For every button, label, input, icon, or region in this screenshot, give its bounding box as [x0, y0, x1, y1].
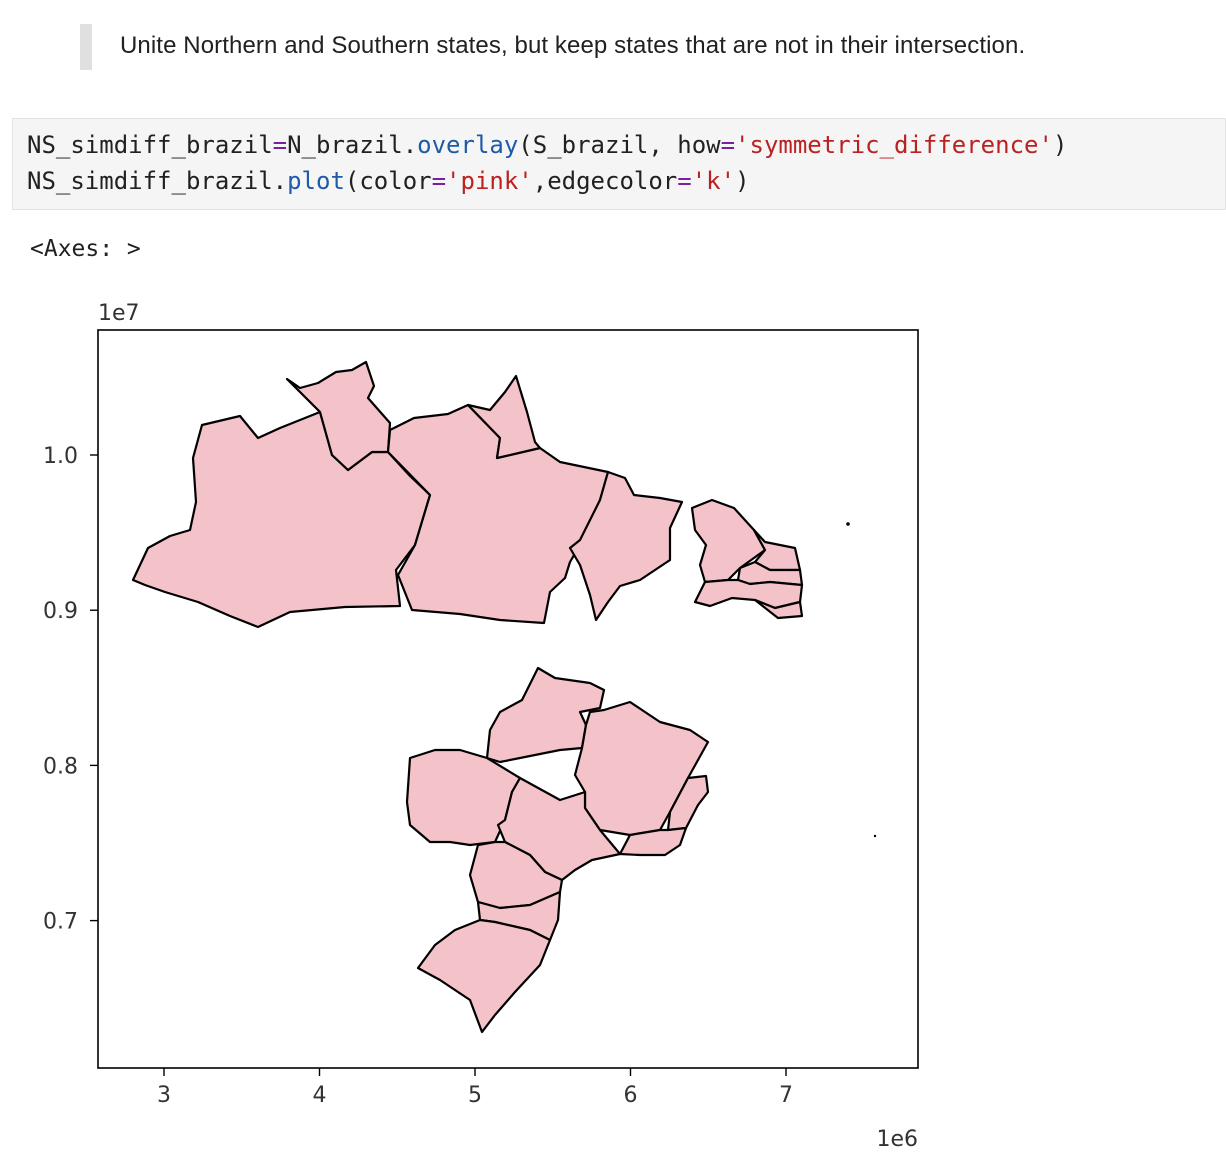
state-parana — [468, 840, 564, 910]
state-ceara — [690, 498, 767, 584]
y-tick-label: 0.8 — [43, 754, 78, 779]
code-token: = — [431, 167, 447, 195]
state-maranhao — [568, 470, 684, 622]
y-tick-label: 0.7 — [43, 910, 78, 935]
island-dot — [873, 834, 877, 838]
y-tick-label: 0.9 — [43, 599, 78, 624]
code-token: N_brazil. — [287, 131, 418, 159]
code-token: = — [720, 131, 736, 159]
x-tick-label: 5 — [468, 1083, 482, 1108]
code-token: (color — [344, 167, 432, 195]
code-token: = — [272, 131, 288, 159]
y-offset-label: 1e7 — [98, 301, 140, 326]
code-token: = — [677, 167, 692, 195]
island-dot — [846, 522, 850, 526]
x-tick-label: 7 — [779, 1083, 793, 1108]
code-line-1: NS_simdiff_brazil=N_brazil.overlay(S_bra… — [27, 131, 1067, 159]
y-tick-label: 1.0 — [43, 444, 78, 469]
state-espirito-santo — [666, 774, 710, 832]
state-roraima — [285, 360, 392, 472]
x-axis: 3 4 5 6 7 — [157, 1068, 793, 1108]
code-token: 'symmetric_difference' — [735, 131, 1053, 159]
code-line-2: NS_simdiff_brazil.plot(color='pink',edge… — [27, 167, 750, 195]
plot-svg: 3 4 5 6 7 1.0 0.9 0.8 0.7 1e7 1e6 — [43, 301, 919, 1152]
code-cell[interactable]: NS_simdiff_brazil=N_brazil.overlay(S_bra… — [12, 118, 1226, 210]
plot-figure: 3 4 5 6 7 1.0 0.9 0.8 0.7 1e7 1e6 — [0, 280, 960, 1165]
x-tick-label: 4 — [313, 1083, 327, 1108]
code-token: 'pink' — [446, 167, 533, 195]
code-token: NS_simdiff_brazil — [27, 131, 273, 159]
markdown-cell: Unite Northern and Southern states, but … — [80, 24, 1220, 70]
state-rio-de-janeiro — [618, 826, 688, 857]
code-token: plot — [287, 167, 345, 195]
state-rio-grande-do-sul — [416, 918, 552, 1034]
code-token: ,edgecolor — [532, 167, 678, 195]
code-token: 'k' — [691, 167, 736, 195]
code-token: ) — [1052, 131, 1068, 159]
code-token: overlay — [417, 131, 519, 159]
markdown-text: Unite Northern and Southern states, but … — [120, 32, 1026, 59]
state-alagoas — [753, 598, 804, 620]
x-offset-label: 1e6 — [876, 1127, 918, 1152]
x-tick-label: 3 — [157, 1083, 171, 1108]
code-token: (S_brazil, how — [518, 131, 721, 159]
code-token: NS_simdiff_brazil. — [27, 167, 288, 195]
map-layer — [131, 360, 877, 1034]
state-amapa — [466, 374, 542, 460]
axes-frame — [97, 329, 919, 1069]
output-text: <Axes: > — [30, 236, 141, 262]
state-sao-paulo — [496, 776, 622, 882]
state-goias — [485, 666, 606, 764]
state-pernambuco — [693, 578, 804, 610]
code-token: ) — [735, 167, 750, 195]
y-axis: 1.0 0.9 0.8 0.7 — [43, 444, 98, 935]
markdown-left-bar — [80, 24, 92, 70]
x-tick-label: 6 — [624, 1083, 638, 1108]
